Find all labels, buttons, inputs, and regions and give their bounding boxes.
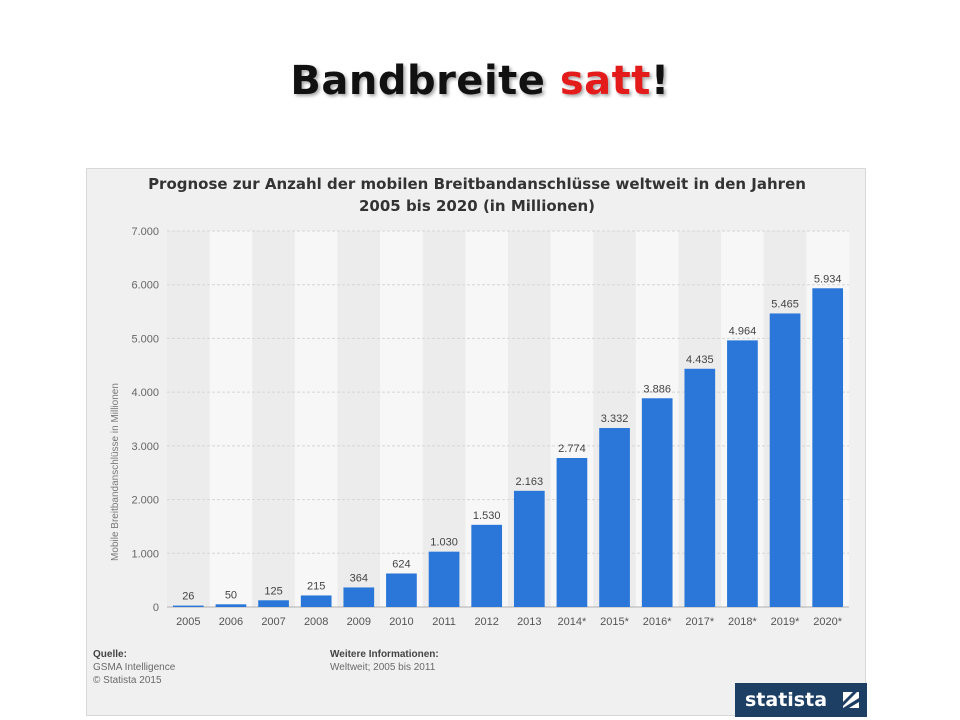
bar (471, 524, 503, 607)
x-tick-label: 2020* (813, 616, 842, 628)
info-heading: Weitere Informationen: (330, 649, 439, 660)
bar (215, 604, 247, 607)
x-tick-label: 2013 (517, 616, 541, 628)
x-tick-label: 2005 (176, 616, 200, 628)
bar-value-label: 125 (264, 585, 282, 597)
bar-value-label: 5.465 (771, 298, 799, 310)
bar (727, 340, 758, 607)
bar-value-label: 215 (307, 580, 325, 592)
x-tick-label: 2008 (304, 616, 328, 628)
bar (300, 595, 332, 607)
bar (684, 368, 716, 607)
bar-value-label: 26 (182, 591, 194, 603)
chart-title-line2: 2005 bis 2020 (in Millionen) (358, 197, 596, 215)
y-tick-label: 0 (153, 602, 159, 614)
y-tick-label: 3.000 (131, 441, 159, 453)
source-heading: Quelle: (93, 649, 127, 660)
slide-title: Bandbreite satt! (0, 58, 960, 104)
x-tick-label: 2018* (728, 616, 757, 628)
y-tick-label: 1.000 (131, 548, 159, 560)
bar (386, 573, 417, 607)
statista-logo[interactable]: statista (735, 683, 867, 717)
info-line-1: Weltweit; 2005 bis 2011 (330, 662, 436, 673)
x-tick-label: 2006 (219, 616, 243, 628)
y-tick-label: 6.000 (131, 280, 159, 292)
x-tick-label: 2014* (558, 616, 587, 628)
bar-value-label: 3.886 (643, 383, 671, 395)
bar-value-label: 3.332 (601, 413, 629, 425)
x-tick-label: 2007 (261, 616, 285, 628)
statista-mark-icon (843, 692, 859, 708)
x-tick-label: 2016* (643, 616, 672, 628)
bar-value-label: 2.163 (516, 476, 544, 488)
y-tick-label: 2.000 (131, 495, 159, 507)
bar-value-label: 2.774 (558, 443, 586, 455)
bar-value-label: 4.435 (686, 354, 714, 366)
statista-logo-text: statista (745, 689, 828, 711)
bar (769, 313, 801, 607)
bar (812, 288, 844, 607)
y-tick-label: 7.000 (131, 226, 159, 238)
bar-value-label: 1.530 (473, 510, 501, 522)
column-band (209, 231, 253, 607)
bar (428, 551, 460, 607)
bar-value-label: 1.030 (430, 537, 458, 549)
bar-chart-plot: 0 1.000 2.000 3.000 4.000 5.000 6.000 7.000 26 20… (131, 226, 849, 628)
bar (599, 428, 630, 607)
chart-title-line1: Prognose zur Anzahl der mobilen Breitban… (148, 175, 806, 193)
x-tick-label: 2009 (347, 616, 371, 628)
x-tick-label: 2011 (432, 616, 456, 628)
slide-title-accent: satt (559, 58, 651, 104)
bar-value-label: 624 (392, 558, 410, 570)
bar-value-label: 50 (225, 589, 237, 601)
bar-value-label: 364 (350, 572, 368, 584)
x-tick-label: 2019* (771, 616, 800, 628)
bar (172, 605, 204, 607)
y-tick-label: 5.000 (131, 333, 159, 345)
slide-title-main: Bandbreite (290, 58, 560, 104)
chart-footer: Quelle: GSMA Intelligence © Statista 201… (87, 647, 867, 717)
column-band (294, 231, 338, 607)
bar (513, 490, 545, 607)
chart-frame: Prognose zur Anzahl der mobilen Breitban… (86, 168, 867, 717)
x-tick-label: 2012 (474, 616, 498, 628)
bar (641, 398, 673, 607)
x-tick-label: 2010 (389, 616, 413, 628)
x-tick-label: 2015* (600, 616, 629, 628)
bar-value-label: 5.934 (814, 273, 842, 285)
slide-title-end: ! (650, 58, 670, 104)
bar (258, 600, 289, 607)
x-tick-label: 2017* (685, 616, 714, 628)
column-band (380, 231, 423, 607)
bar-value-label: 4.964 (729, 325, 757, 337)
bar (343, 587, 375, 607)
chart-title: Prognose zur Anzahl der mobilen Breitban… (87, 173, 867, 217)
source-line-1: GSMA Intelligence (93, 662, 176, 673)
bar (556, 457, 588, 607)
y-tick-label: 4.000 (131, 387, 159, 399)
source-line-2: © Statista 2015 (93, 675, 162, 686)
